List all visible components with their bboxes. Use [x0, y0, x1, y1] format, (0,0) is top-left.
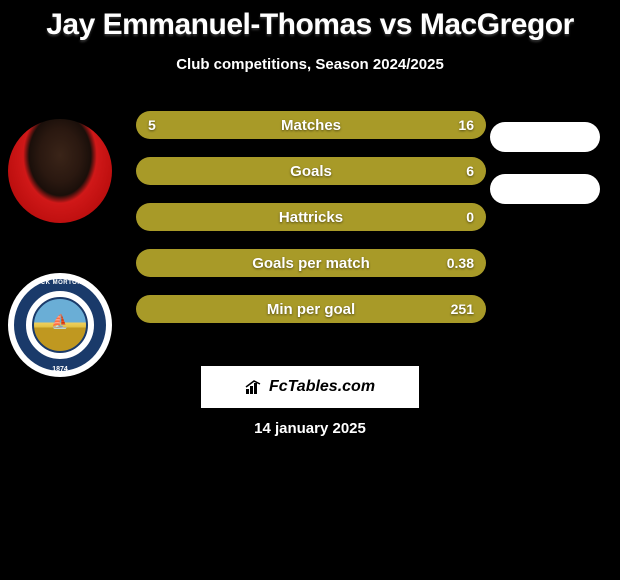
chart-icon	[245, 379, 265, 395]
club-badge: ⛵ GREENOCK MORTON FC LTD 1874	[8, 273, 112, 377]
bar-row: Hattricks 0	[136, 203, 486, 231]
club-name-text: GREENOCK MORTON FC LTD	[10, 280, 110, 286]
date-text: 14 january 2025	[0, 420, 620, 437]
bar-row: Goals 6	[136, 157, 486, 185]
bar-label: Min per goal	[136, 295, 486, 323]
bar-row: Goals per match 0.38	[136, 249, 486, 277]
bar-value-right: 6	[466, 157, 474, 185]
player-avatar	[8, 119, 112, 223]
branding-box: FcTables.com	[201, 366, 419, 408]
ship-icon: ⛵	[51, 314, 68, 328]
bar-value-right: 0.38	[447, 249, 474, 277]
bar-row: 5 Matches 16	[136, 111, 486, 139]
right-pill	[490, 122, 600, 152]
page-title: Jay Emmanuel-Thomas vs MacGregor	[0, 0, 620, 42]
bar-value-right: 16	[458, 111, 474, 139]
bar-label: Hattricks	[136, 203, 486, 231]
bar-row: Min per goal 251	[136, 295, 486, 323]
bar-label: Matches	[136, 111, 486, 139]
bar-value-right: 0	[466, 203, 474, 231]
bar-label: Goals	[136, 157, 486, 185]
right-pill	[490, 174, 600, 204]
bar-label: Goals per match	[136, 249, 486, 277]
bar-value-left: 5	[148, 111, 156, 139]
branding-text: FcTables.com	[269, 378, 375, 396]
club-year-text: 1874	[10, 366, 110, 373]
bars-container: 5 Matches 16 Goals 6 Hattricks 0 Goals p…	[136, 111, 486, 341]
subtitle: Club competitions, Season 2024/2025	[0, 56, 620, 73]
bar-value-right: 251	[451, 295, 474, 323]
